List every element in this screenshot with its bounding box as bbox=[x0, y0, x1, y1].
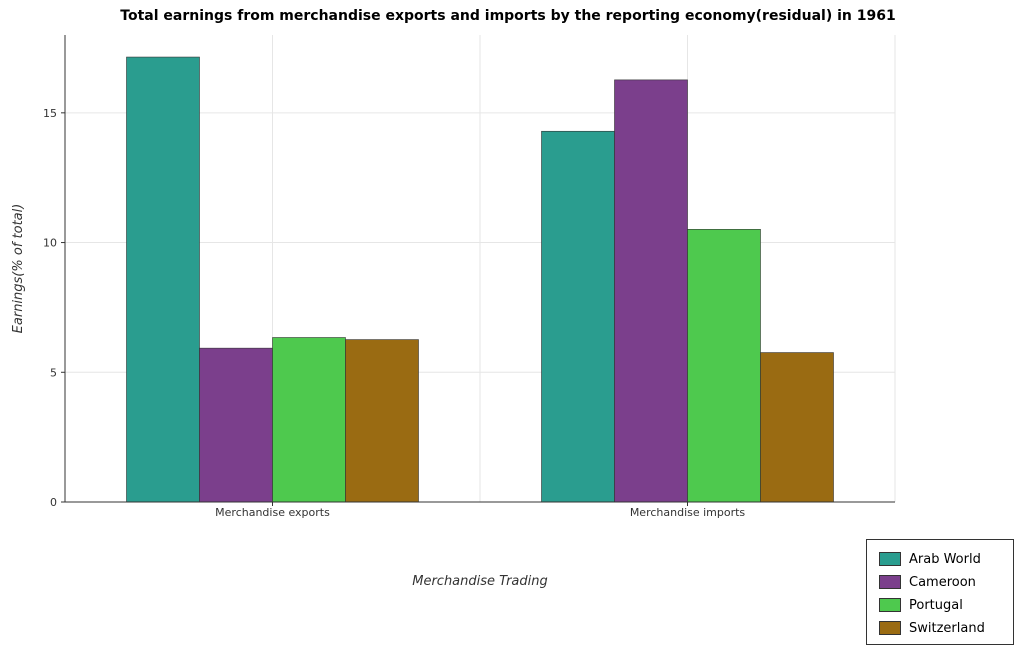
bar-arab-world-1 bbox=[541, 130, 615, 503]
y-tick-label: 10 bbox=[43, 237, 57, 250]
bar-portugal-1 bbox=[687, 229, 761, 503]
legend-swatch-cameroon bbox=[879, 575, 901, 589]
legend-swatch-switzerland bbox=[879, 621, 901, 635]
y-tick-label: 5 bbox=[50, 366, 57, 379]
legend-item-portugal: Portugal bbox=[879, 596, 963, 614]
x-tick-label: Merchandise imports bbox=[630, 506, 746, 519]
bar-portugal-0 bbox=[272, 337, 346, 503]
x-axis-label: Merchandise Trading bbox=[412, 574, 548, 589]
legend-label-switzerland: Switzerland bbox=[909, 620, 985, 636]
legend-label-cameroon: Cameroon bbox=[909, 574, 976, 590]
chart-title: Total earnings from merchandise exports … bbox=[120, 8, 896, 24]
y-tick-label: 15 bbox=[43, 107, 57, 120]
x-tick-label: Merchandise exports bbox=[215, 506, 330, 519]
y-axis-label: Earnings(% of total) bbox=[11, 204, 26, 334]
legend-swatch-portugal bbox=[879, 598, 901, 612]
bar-cameroon-1 bbox=[614, 79, 688, 503]
y-tick-label: 0 bbox=[50, 496, 57, 509]
bar-arab-world-0 bbox=[126, 56, 200, 503]
bar-cameroon-0 bbox=[199, 347, 273, 503]
bar-switzerland-1 bbox=[760, 352, 834, 503]
legend-label-portugal: Portugal bbox=[909, 597, 963, 613]
legend-label-arab-world: Arab World bbox=[909, 551, 981, 567]
bar-switzerland-0 bbox=[345, 339, 419, 503]
legend-swatch-arab-world bbox=[879, 552, 901, 566]
legend-item-switzerland: Switzerland bbox=[879, 619, 985, 637]
legend: Arab World Cameroon Portugal Switzerland bbox=[866, 539, 1014, 645]
legend-item-arab-world: Arab World bbox=[879, 550, 981, 568]
legend-item-cameroon: Cameroon bbox=[879, 573, 976, 591]
